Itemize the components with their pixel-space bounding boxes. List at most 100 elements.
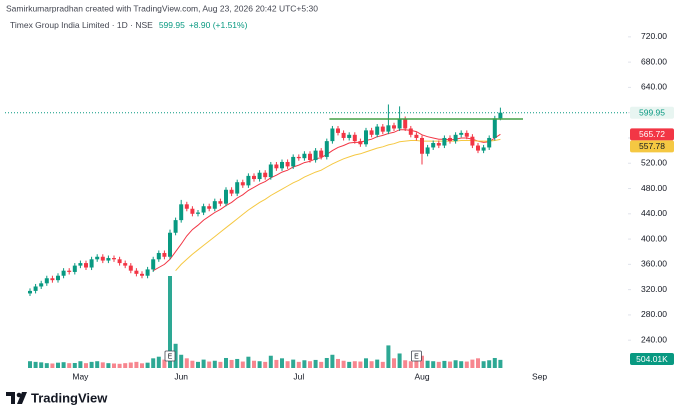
- volume-bar: [330, 354, 335, 368]
- logo-dot: [16, 392, 22, 398]
- candle-body: [257, 172, 262, 180]
- volume-bar: [61, 362, 66, 368]
- volume-bar: [302, 360, 307, 368]
- volume-bar: [296, 361, 301, 368]
- candle-body: [196, 212, 200, 214]
- volume-bar: [56, 362, 60, 368]
- candle-body: [235, 182, 240, 194]
- candle-body: [50, 278, 55, 281]
- candle-body: [369, 130, 374, 135]
- volume-bar: [173, 343, 178, 368]
- y-tick-label: 320.00: [641, 284, 667, 294]
- volume-bar: [420, 355, 424, 368]
- candle-body: [336, 128, 340, 133]
- x-tick-label: Aug: [414, 371, 429, 381]
- volume-bar: [369, 361, 374, 368]
- volume-bar: [235, 358, 240, 368]
- candle-body: [425, 147, 430, 154]
- volume-bar: [436, 361, 441, 368]
- candle-body: [112, 258, 116, 260]
- y-tick-label: 440.00: [641, 208, 667, 218]
- volume-bar: [464, 361, 469, 368]
- volume-bar: [117, 363, 122, 368]
- volume-bar: [268, 355, 273, 368]
- y-tick-label: 480.00: [641, 183, 667, 193]
- volume-bar: [84, 363, 88, 368]
- candle-body: [224, 189, 228, 204]
- candle-body: [397, 119, 402, 129]
- candle-body: [492, 118, 497, 138]
- y-tick-label: 720.00: [641, 31, 667, 41]
- volume-bar: [100, 362, 105, 368]
- candle-body: [470, 136, 475, 146]
- candle-body: [487, 137, 492, 148]
- y-tick-label: 280.00: [641, 309, 667, 319]
- volume-bar: [224, 357, 228, 368]
- candle-body: [44, 278, 49, 284]
- candle-body: [481, 147, 486, 151]
- candle-body: [498, 112, 503, 119]
- candle-body: [61, 270, 66, 276]
- volume-bar: [184, 358, 189, 368]
- volume-bar: [308, 361, 312, 368]
- volume-bar: [240, 361, 245, 368]
- volume-bar: [324, 357, 329, 368]
- volume-bar: [453, 360, 458, 368]
- logo-text: TradingView: [31, 390, 108, 405]
- candle-body: [201, 206, 206, 213]
- candle-body: [313, 150, 318, 161]
- volume-bar: [313, 359, 318, 368]
- volume-bar: [476, 358, 480, 368]
- candle-body: [168, 232, 172, 257]
- x-tick-label: Jun: [174, 371, 188, 381]
- candle-body: [431, 143, 436, 148]
- volume-bar: [448, 361, 452, 368]
- candle-body: [280, 161, 284, 169]
- volume-bar: [380, 361, 385, 368]
- volume-bar: [280, 358, 284, 368]
- y-tick-label: 240.00: [641, 334, 667, 344]
- candle-body: [72, 265, 77, 272]
- volume-bar: [403, 360, 408, 368]
- credit: Samirkumarpradhan created with TradingVi…: [6, 3, 318, 13]
- volume-bar: [128, 362, 133, 368]
- volume-bar: [408, 361, 413, 368]
- volume-bar: [291, 359, 296, 368]
- volume-bar: [392, 358, 396, 368]
- ma-badge-bg: [630, 128, 674, 141]
- volume-bar: [78, 361, 83, 368]
- x-tick-label: Sep: [532, 371, 547, 381]
- candle-body: [380, 126, 385, 132]
- volume-bar: [364, 358, 368, 368]
- volume-bar: [252, 360, 256, 368]
- volume-bar: [201, 359, 206, 368]
- volume-bar: [44, 363, 49, 368]
- volume-bar: [196, 361, 200, 368]
- candle-body: [162, 252, 167, 257]
- volume-bar: [352, 361, 357, 368]
- candle-body: [179, 204, 184, 221]
- candle-body: [302, 153, 307, 159]
- volume-bar: [134, 361, 139, 368]
- candle-body: [296, 156, 301, 159]
- volume-bar: [168, 276, 172, 368]
- volume-bar: [106, 363, 111, 368]
- volume-bar: [386, 345, 391, 368]
- candle-body: [352, 134, 357, 142]
- candle-body: [347, 134, 352, 138]
- event-box: [410, 350, 422, 362]
- event-label: E: [414, 353, 419, 360]
- volume-bar: [151, 358, 156, 368]
- x-tick-label: Jul: [293, 371, 304, 381]
- candle-body: [364, 130, 368, 145]
- volume-bar: [257, 361, 262, 368]
- last-price-badge-bg: [630, 106, 674, 119]
- symbol: Timex Group India Limited · 1D · NSE: [10, 20, 153, 30]
- candle-body: [218, 201, 223, 204]
- candle-body: [106, 258, 111, 261]
- candle-body: [117, 259, 122, 264]
- volume-bar: [481, 361, 486, 368]
- volume-bar: [207, 361, 212, 368]
- x-tick-label: May: [72, 371, 89, 381]
- candle-body: [156, 252, 161, 260]
